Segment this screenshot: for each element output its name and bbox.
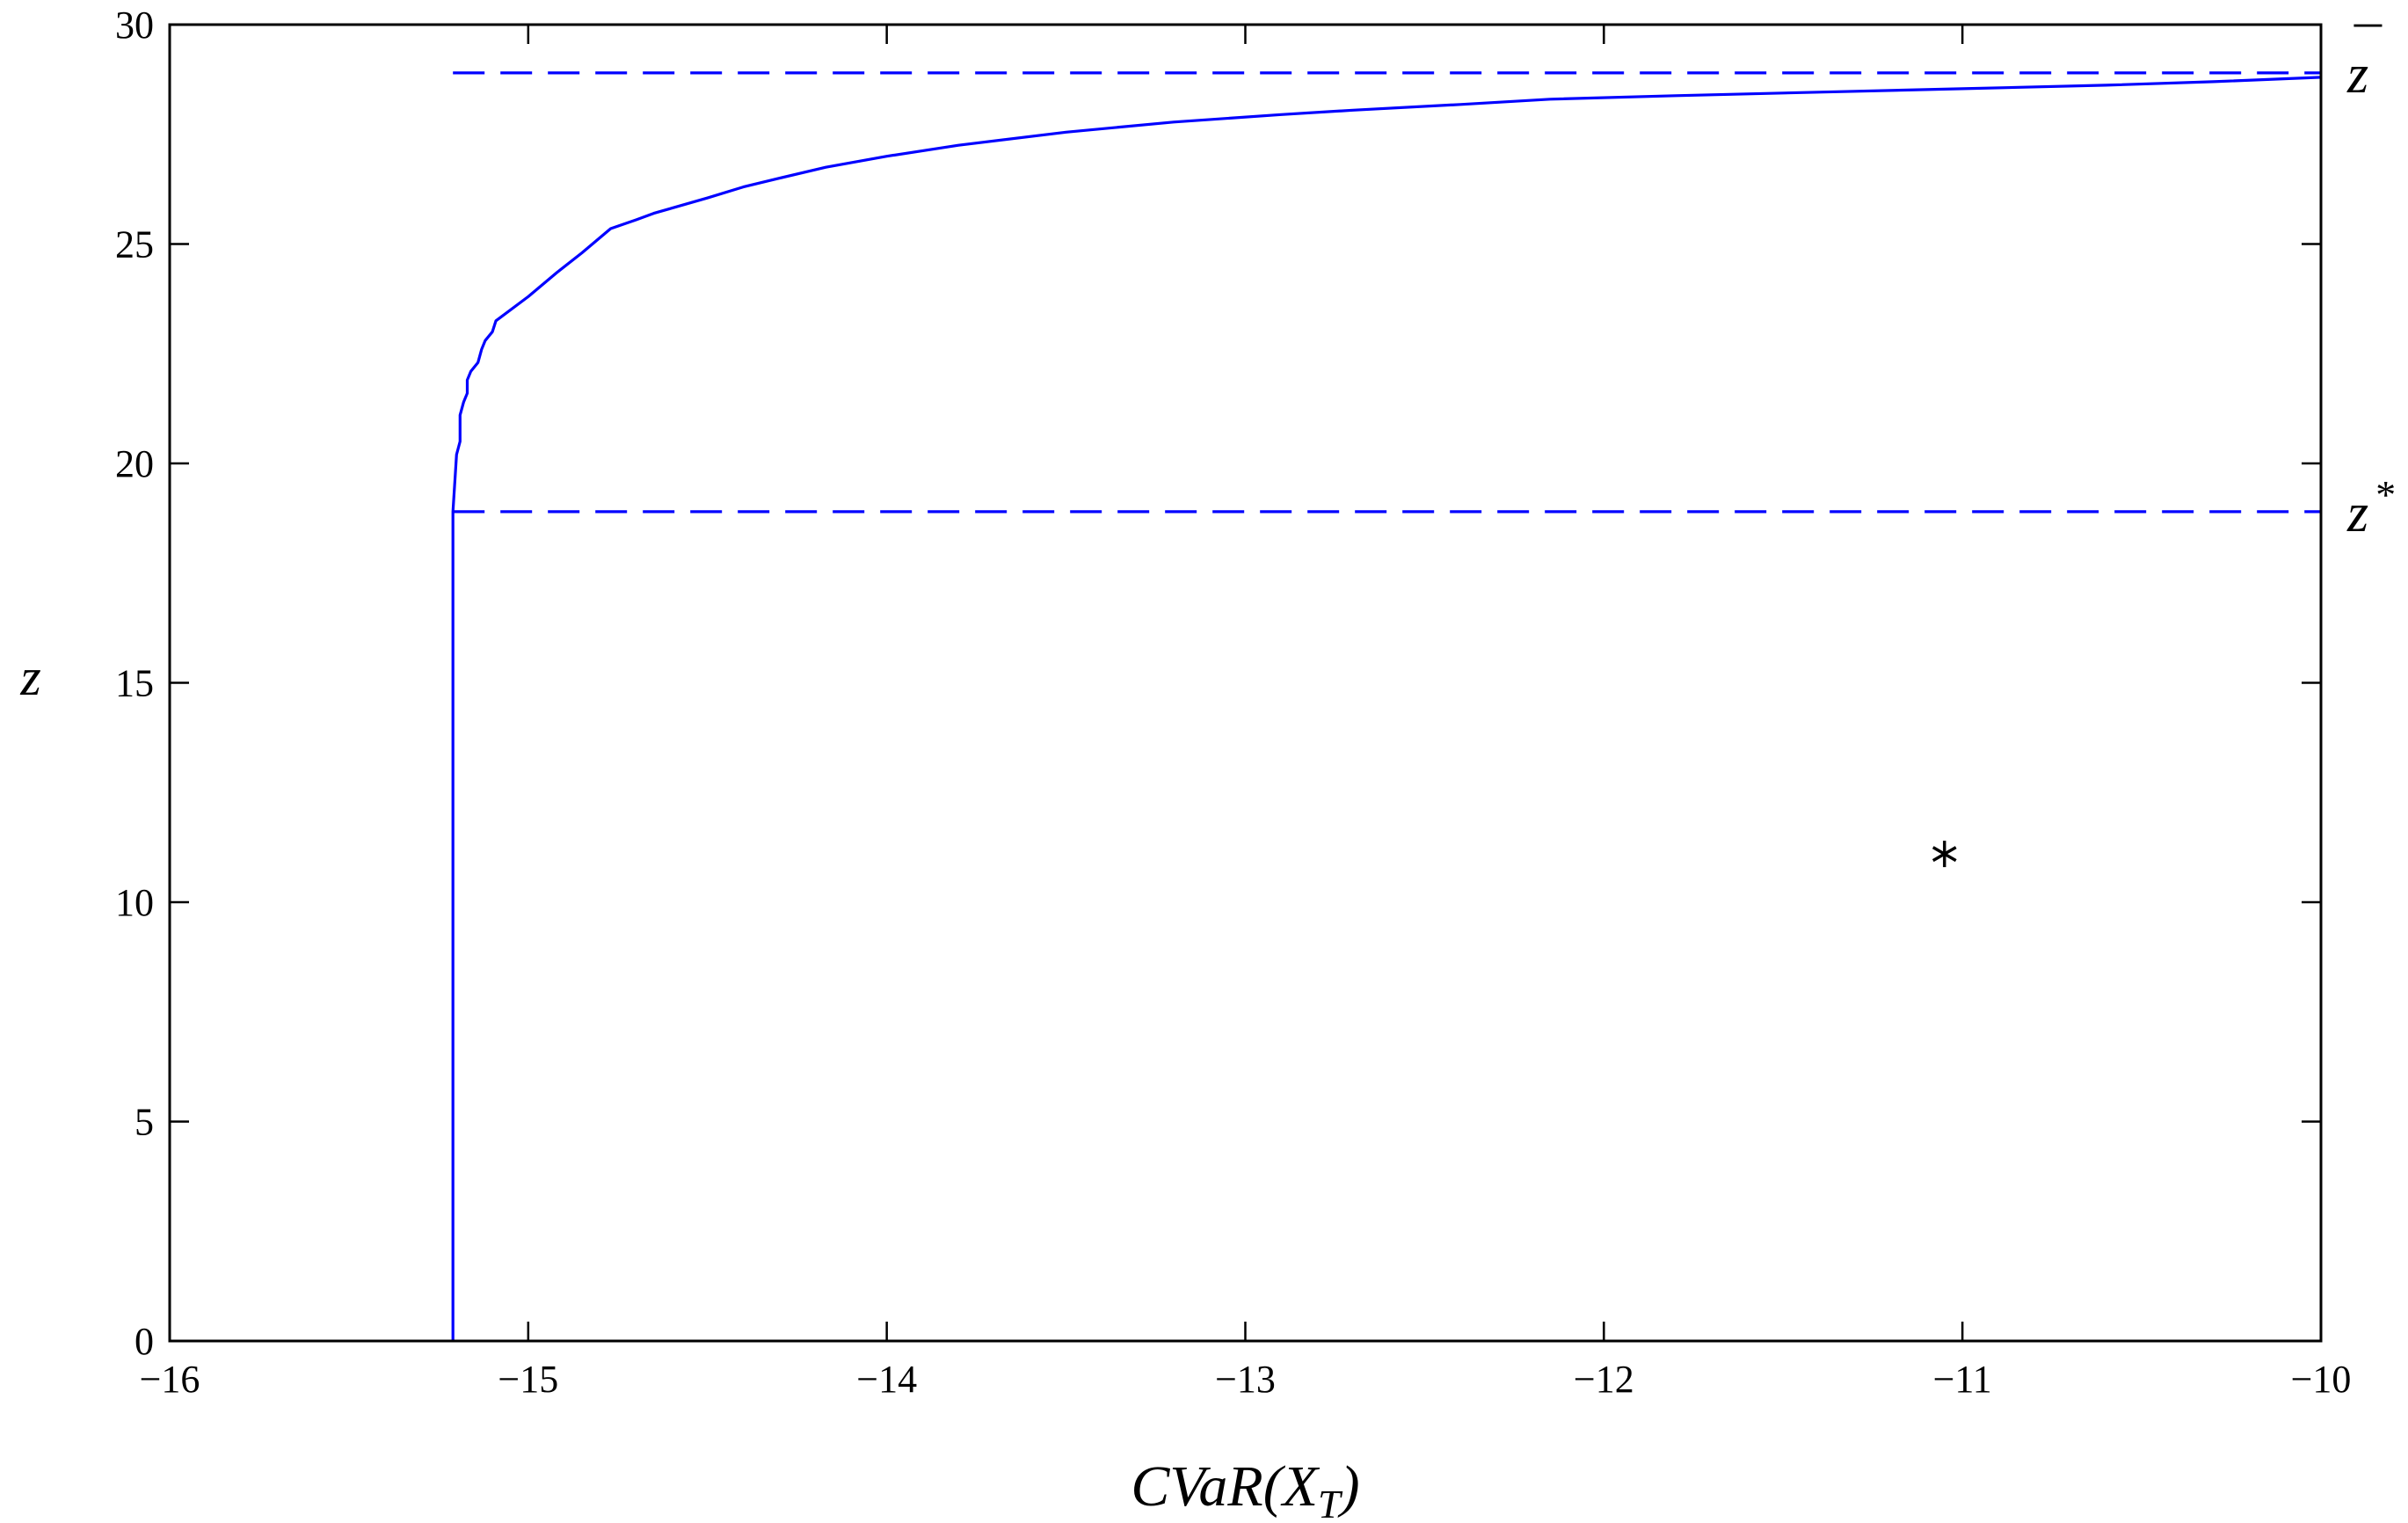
annotation-label-2: z *	[2346, 472, 2394, 543]
annotation-base: z	[2346, 45, 2368, 105]
annotation-layer: z¯z *	[2346, 18, 2394, 543]
annotation-superscript: *	[2374, 472, 2394, 517]
x-tick-label: −11	[1933, 1358, 1992, 1401]
y-tick-label: 30	[115, 4, 154, 47]
x-axis-title-close: )	[1337, 1454, 1360, 1519]
x-tick-label: −10	[2291, 1358, 2352, 1401]
x-tick-label: −15	[498, 1358, 558, 1401]
tick-layer: −16 −15 −14 −13 −12 −11 −10 0 5 10 15 20 25 30	[115, 4, 2351, 1401]
x-tick-label: −13	[1215, 1358, 1276, 1401]
y-tick-label: 15	[115, 662, 154, 705]
x-axis-title: CVaR(XT)	[1131, 1454, 1359, 1523]
series-line-1	[451, 76, 2322, 1341]
x-axis-title-subscript: T	[1318, 1482, 1343, 1523]
annotation-base: z	[2346, 484, 2368, 543]
x-axis-title-base: CVaR(X	[1131, 1454, 1320, 1519]
y-tick-label: 0	[135, 1320, 154, 1363]
y-tick-label: 5	[135, 1101, 154, 1144]
x-tick-label: −16	[140, 1358, 200, 1401]
annotation-label-1: z¯	[2346, 18, 2383, 105]
star-marker-stroke	[1931, 846, 1957, 863]
x-tick-label: −14	[856, 1358, 917, 1401]
annotation-bar-accent: ¯	[2350, 18, 2383, 78]
x-tick-label: −12	[1574, 1358, 1634, 1401]
marker-layer	[1931, 841, 1957, 868]
y-tick-label: 25	[115, 223, 154, 266]
plot-area	[170, 25, 2321, 1341]
y-tick-label: 10	[115, 881, 154, 924]
star-marker-1	[1931, 841, 1957, 868]
y-axis-title: z	[19, 648, 40, 706]
series-layer	[451, 71, 2322, 1341]
y-tick-label: 20	[115, 442, 154, 485]
